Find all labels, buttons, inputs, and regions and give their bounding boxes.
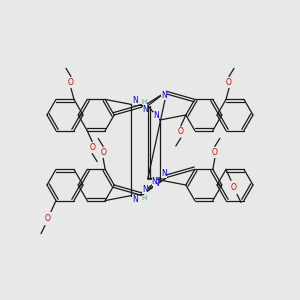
Text: H: H [142, 195, 147, 201]
Text: N: N [142, 105, 148, 114]
Text: O: O [231, 183, 237, 192]
Text: N: N [152, 177, 158, 186]
Text: O: O [178, 128, 184, 136]
Text: H: H [142, 99, 147, 105]
Text: N: N [132, 195, 138, 204]
Text: N: N [153, 179, 159, 188]
Text: N: N [161, 169, 167, 178]
Text: O: O [45, 214, 51, 223]
Text: O: O [68, 78, 74, 87]
Text: O: O [89, 143, 95, 152]
Text: N: N [142, 184, 148, 194]
Text: O: O [226, 78, 232, 87]
Text: N: N [153, 112, 159, 121]
Text: N: N [132, 96, 138, 105]
Text: N: N [142, 106, 148, 116]
Text: N: N [161, 91, 167, 100]
Text: O: O [100, 148, 106, 157]
Text: O: O [212, 148, 218, 157]
